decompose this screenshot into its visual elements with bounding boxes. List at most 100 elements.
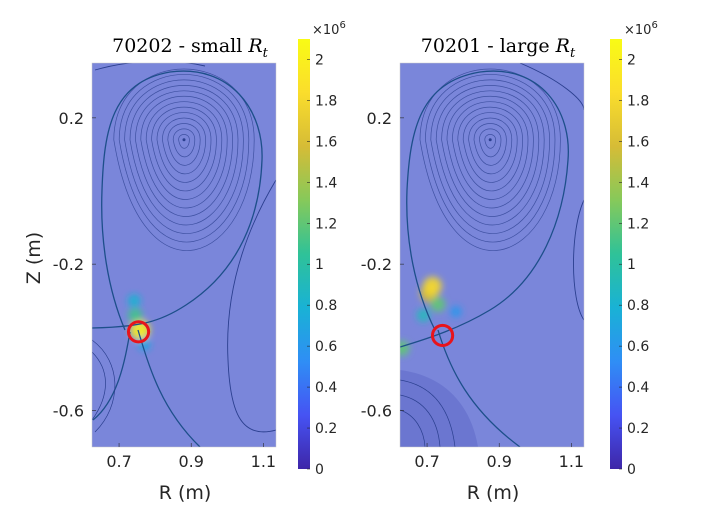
axes-box: [399, 62, 585, 448]
colorbar-tick-label: 0.4: [627, 380, 649, 396]
flux-surface: [145, 101, 223, 200]
hot-spot: [128, 308, 143, 323]
x-ticks: 0.7 0.9 1.1: [414, 443, 584, 471]
flux-surface: [425, 74, 556, 243]
flux-surface: [468, 117, 513, 175]
lower-field-lines: [92, 339, 116, 433]
panel-small-rt: 0.7 0.9 1.1 0.2 -0.2 -0.6 70202 - small Rt R…: [23, 35, 277, 504]
flux-surface: [178, 134, 190, 149]
flux-surface: [151, 106, 217, 192]
panel-title: 70201 - large Rt: [421, 35, 576, 61]
flux-surface: [435, 85, 545, 226]
magnetic-axis-marker: [182, 138, 186, 142]
hot-spot: [400, 340, 410, 356]
flux-surface: [484, 134, 496, 149]
magnetic-axis-marker: [488, 138, 492, 142]
colorbar-ticks: 0 0.2 0.4 0.6 0.8 1 1.2 1.4 1.6 1.8 2: [307, 52, 337, 478]
colorbar-tick-label: 0.2: [315, 421, 337, 437]
flux-surface: [473, 123, 507, 166]
flux-surfaces: [113, 68, 255, 251]
y-ticks: 0.2 -0.2 -0.6: [361, 109, 404, 420]
lower-field-lines: [400, 379, 456, 447]
colorbar-exponent: ×106: [624, 20, 658, 38]
highlight-circle: [430, 323, 455, 348]
flux-surface: [172, 128, 196, 158]
y-tick-label: -0.2: [53, 255, 84, 274]
colorbar-tick-label: 0.6: [315, 339, 337, 355]
y-tick-label: -0.6: [53, 401, 84, 420]
outer-field-line: [94, 63, 276, 433]
x-tick-label: 0.9: [178, 452, 203, 471]
outer-field-line: [519, 63, 584, 321]
heatmap-image: [92, 63, 276, 447]
x-tick-label: 1.1: [559, 452, 584, 471]
separatrix: [400, 70, 569, 348]
colorbar-tick-label: 0.2: [627, 421, 649, 437]
colorbar-tick-label: 0.8: [627, 298, 649, 314]
y-ticks: 0.2 -0.2 -0.6: [53, 109, 96, 420]
x-tick-label: 0.9: [486, 452, 511, 471]
x-axis-label: R (m): [467, 482, 520, 504]
colorbar-tick-label: 1: [315, 257, 324, 273]
flux-surface: [167, 123, 201, 166]
colorbar-tick-label: 0: [627, 462, 636, 478]
flux-surface: [135, 90, 233, 217]
separatrix: [92, 70, 263, 331]
colorbar-tick-label: 0.8: [315, 298, 337, 314]
colorbar-ticks: 0 0.2 0.4 0.6 0.8 1 1.2 1.4 1.6 1.8 2: [619, 52, 649, 478]
flux-surface: [479, 128, 502, 158]
y-tick-label: 0.2: [59, 109, 84, 128]
flux-surface: [129, 85, 239, 226]
panel-large-rt: 0.7 0.9 1.1 0.2 -0.2 -0.6 70201 - large Rt R…: [361, 35, 585, 504]
heatmap-background: [92, 63, 276, 447]
flux-surface: [446, 96, 534, 209]
colorbar-tick-label: 1.6: [627, 134, 649, 150]
flux-surface: [162, 117, 206, 175]
colorbar-tick-label: 1.8: [315, 93, 337, 109]
hot-spot: [423, 276, 442, 296]
colorbar-tick-label: 1.4: [627, 175, 649, 191]
colorbar-tick-label: 1.2: [315, 216, 337, 232]
flux-surface: [441, 90, 540, 217]
flux-surfaces: [419, 68, 561, 251]
highlight-circle: [126, 320, 151, 344]
colorbar-tick-label: 0.4: [315, 380, 337, 396]
flux-surface: [419, 68, 561, 251]
y-tick-label: -0.6: [361, 401, 392, 420]
y-tick-label: -0.2: [361, 255, 392, 274]
colorbar-tick-label: 0.6: [627, 339, 649, 355]
x-tick-label: 0.7: [106, 452, 131, 471]
colorbar-tick-label: 2: [315, 52, 324, 68]
hot-spot: [127, 294, 141, 308]
divertor-leg-inner: [92, 331, 131, 421]
colorbar-exponent: ×106: [312, 20, 346, 38]
colorbar-gradient: [610, 39, 622, 469]
heatmap-image: [400, 63, 584, 447]
colorbar-tick-label: 1.8: [627, 93, 649, 109]
flux-surface: [430, 79, 550, 234]
hot-spot: [450, 305, 462, 318]
panel-title: 70202 - small Rt: [112, 35, 269, 61]
hot-spot: [430, 296, 446, 312]
colorbar-tick-label: 0: [315, 462, 324, 478]
flux-surface: [457, 106, 523, 192]
colorbar-small-rt: 0 0.2 0.4 0.6 0.8 1 1.2 1.4 1.6 1.8 2 ×106: [298, 20, 346, 478]
x-tick-label: 0.7: [414, 452, 439, 471]
lower-left-region: [400, 370, 478, 447]
y-axis-label: Z (m): [23, 232, 45, 284]
colorbar-tick-label: 1.4: [315, 175, 337, 191]
flux-surface: [118, 74, 250, 243]
x-ticks: 0.7 0.9 1.1: [106, 443, 276, 471]
flux-surface: [156, 112, 212, 183]
colorbar-tick-label: 2: [627, 52, 636, 68]
colorbar-gradient: [298, 39, 310, 469]
flux-surface: [452, 101, 529, 200]
divertor-leg-outer: [137, 329, 201, 447]
colorbar-large-rt: 0 0.2 0.4 0.6 0.8 1 1.2 1.4 1.6 1.8 2 ×106: [610, 20, 658, 478]
flux-surface: [462, 112, 518, 183]
flux-surface: [140, 96, 228, 209]
axes-box: [91, 62, 277, 448]
x-axis-label: R (m): [159, 482, 212, 504]
flux-surface: [124, 79, 244, 234]
